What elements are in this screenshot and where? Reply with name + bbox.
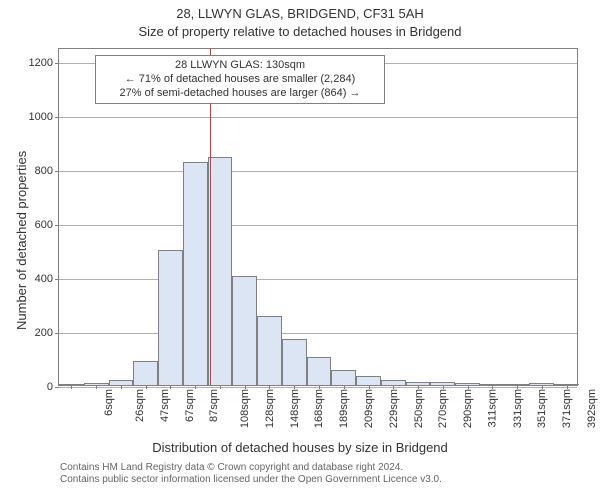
xtick-mark [195,385,196,389]
gridline [59,279,577,280]
bar [183,162,208,385]
ytick-mark [55,63,59,64]
ytick-label: 200 [35,327,53,339]
xtick-label: 392sqm [586,389,598,428]
footer-line: Contains HM Land Registry data © Crown c… [60,462,403,473]
chart-container: 28, LLWYN GLAS, BRIDGEND, CF31 5AH Size … [0,0,600,500]
xtick-mark [393,385,394,389]
xtick-label: 250sqm [413,389,425,428]
bar [257,316,282,385]
ytick-label: 600 [35,219,53,231]
ytick-mark [55,225,59,226]
ytick-label: 1000 [29,111,53,123]
ytick-mark [55,333,59,334]
xtick-label: 168sqm [314,389,326,428]
ytick-label: 1200 [29,57,53,69]
y-axis-label: Number of detached properties [14,151,29,330]
xtick-label: 189sqm [338,389,350,428]
ytick-mark [55,117,59,118]
xtick-label: 351sqm [536,389,548,428]
xtick-mark [96,385,97,389]
xtick-mark [319,385,320,389]
xtick-mark [220,385,221,389]
xtick-mark [146,385,147,389]
ytick-mark [55,279,59,280]
xtick-label: 371sqm [561,389,573,428]
xtick-label: 6sqm [103,389,115,416]
xtick-mark [269,385,270,389]
xtick-mark [245,385,246,389]
annotation-box: 28 LLWYN GLAS: 130sqm ← 71% of detached … [95,55,385,104]
ytick-label: 0 [47,381,53,393]
annotation-line: ← 71% of detached houses are smaller (2,… [101,73,379,87]
xtick-label: 87sqm [208,389,220,422]
xtick-mark [71,385,72,389]
xtick-mark [443,385,444,389]
gridline [59,225,577,226]
ytick-mark [55,171,59,172]
xtick-mark [121,385,122,389]
xtick-mark [542,385,543,389]
xtick-mark [492,385,493,389]
xtick-label: 108sqm [239,389,251,428]
gridline [59,171,577,172]
bar [331,370,356,385]
bar [133,361,158,385]
footer-line: Contains public sector information licen… [60,474,442,485]
bar [232,276,257,386]
xtick-label: 311sqm [486,389,498,427]
xtick-label: 148sqm [289,389,301,428]
xtick-label: 67sqm [184,389,196,422]
gridline [59,333,577,334]
xtick-mark [294,385,295,389]
x-axis-label: Distribution of detached houses by size … [0,440,600,455]
xtick-label: 290sqm [462,389,474,428]
plot-area: 0200400600800100012006sqm26sqm47sqm67sqm… [58,48,578,386]
xtick-label: 26sqm [134,389,146,422]
xtick-label: 229sqm [388,389,400,428]
chart-subtitle: Size of property relative to detached ho… [0,24,600,39]
bar [307,357,332,385]
xtick-mark [170,385,171,389]
xtick-mark [567,385,568,389]
xtick-label: 270sqm [437,389,449,428]
bar [208,157,233,385]
gridline [59,387,577,388]
bar [158,250,183,385]
annotation-line: 27% of semi-detached houses are larger (… [101,87,379,101]
xtick-mark [344,385,345,389]
ytick-mark [55,387,59,388]
xtick-label: 128sqm [264,389,276,428]
gridline [59,117,577,118]
chart-title: 28, LLWYN GLAS, BRIDGEND, CF31 5AH [0,6,600,21]
xtick-mark [517,385,518,389]
annotation-line: 28 LLWYN GLAS: 130sqm [101,59,379,73]
xtick-mark [369,385,370,389]
xtick-label: 331sqm [512,389,524,428]
xtick-label: 47sqm [159,389,171,422]
xtick-mark [418,385,419,389]
bar [356,376,381,385]
xtick-label: 209sqm [363,389,375,428]
ytick-label: 400 [35,273,53,285]
bar [282,339,307,385]
xtick-mark [468,385,469,389]
ytick-label: 800 [35,165,53,177]
